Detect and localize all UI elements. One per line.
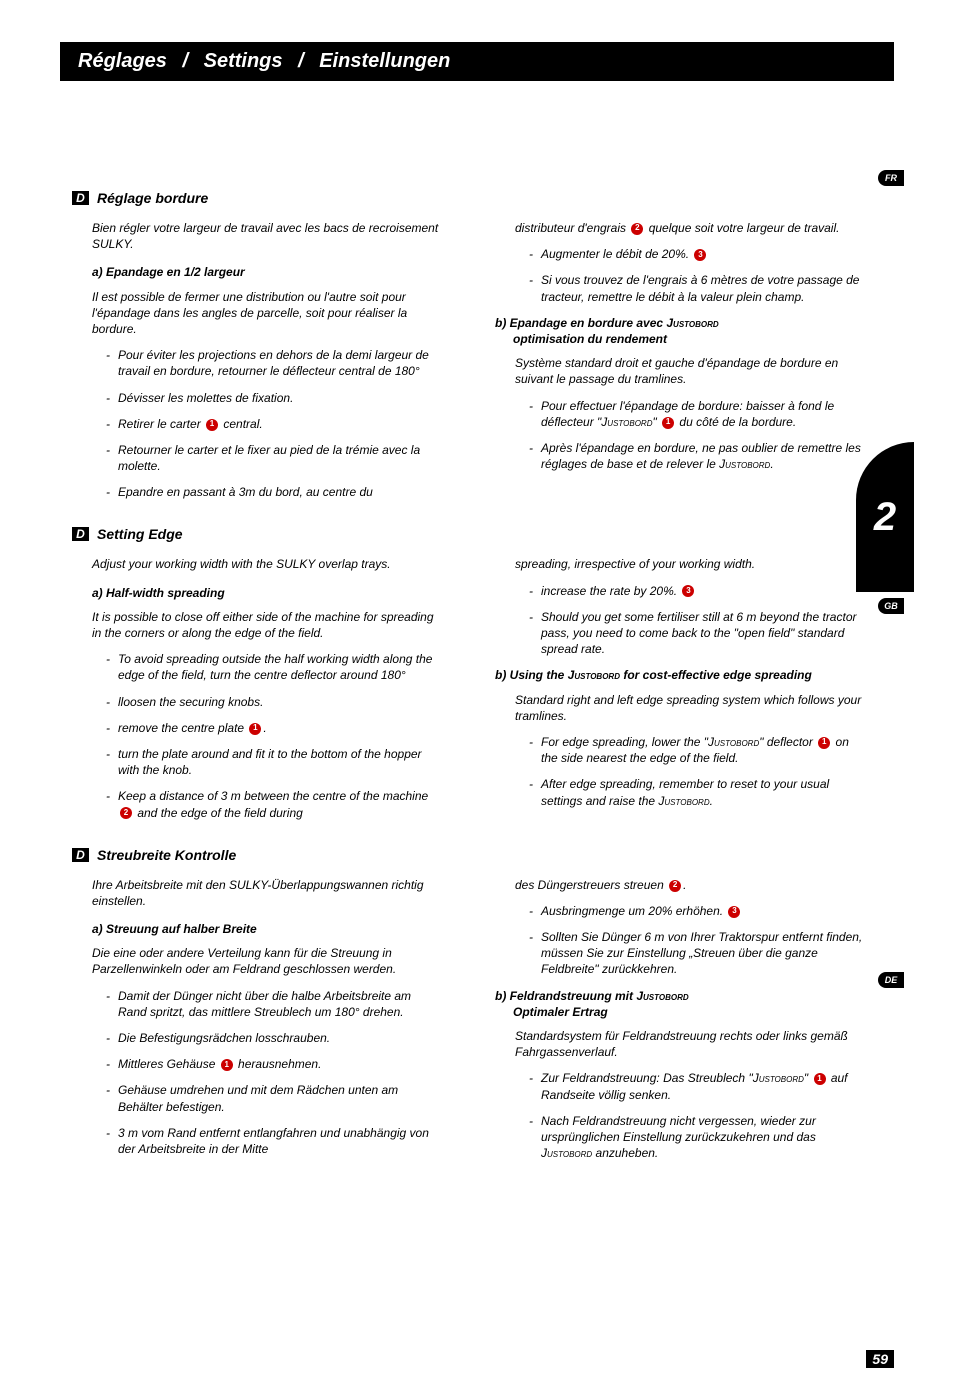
de-left: Ihre Arbeitsbreite mit den SULKY-Überlap… (72, 871, 441, 1172)
fr-a-para: Il est possible de fermer une distributi… (92, 289, 441, 338)
circled-2: 2 (631, 223, 643, 235)
gb-b-para: Standard right and left edge spreading s… (515, 692, 864, 724)
section-gb: D Setting Edge Adjust your working width… (72, 526, 864, 830)
gb-a-4: turn the plate around and fit it to the … (106, 746, 441, 778)
gb-a-head: a) Half-width spreading (92, 585, 441, 601)
de-a-1: Damit der Dünger nicht über die halbe Ar… (106, 988, 441, 1020)
d-icon-gb: D (72, 527, 89, 541)
gb-a-para: It is possible to close off either side … (92, 609, 441, 641)
circled-2b: 2 (120, 807, 132, 819)
circled-1d: 1 (818, 737, 830, 749)
fr-r1-1: Augmenter le débit de 20%. 3 (529, 246, 864, 262)
header-slash-1: / (183, 50, 189, 72)
fr-right: distributeur d'engrais 2 quelque soit vo… (495, 214, 864, 510)
gb-intro: Adjust your working width with the SULKY… (92, 556, 441, 572)
gb-a-5: Keep a distance of 3 m between the centr… (106, 788, 441, 820)
chapter-number: 2 (874, 495, 896, 540)
gb-a-3: remove the centre plate 1. (106, 720, 441, 736)
de-a-4: Gehäuse umdrehen und mit dem Rädchen unt… (106, 1082, 441, 1114)
fr-r1-2: Si vous trouvez de l'engrais à 6 mètres … (529, 272, 864, 304)
fr-a-2: Dévisser les molettes de fixation. (106, 390, 441, 406)
gb-b-2: After edge spreading, remember to reset … (529, 776, 864, 808)
header-t2: Settings (204, 50, 283, 72)
gb-a-1: To avoid spreading outside the half work… (106, 651, 441, 683)
fr-intro: Bien régler votre largeur de travail ave… (92, 220, 441, 252)
fr-left: Bien régler votre largeur de travail ave… (72, 214, 441, 510)
d-icon-fr: D (72, 191, 89, 205)
fr-b-para: Système standard droit et gauche d'épand… (515, 355, 864, 387)
tab-fr: FR (878, 170, 904, 186)
title-de: Streubreite Kontrolle (97, 847, 236, 863)
title-gb: Setting Edge (97, 526, 183, 542)
fr-a-1: Pour éviter les projections en dehors de… (106, 347, 441, 379)
tab-de: DE (878, 972, 904, 988)
gb-r-cont: spreading, irrespective of your working … (515, 556, 864, 572)
circled-2c: 2 (669, 880, 681, 892)
tab-gb: GB (878, 598, 904, 614)
de-a-head: a) Streuung auf halber Breite (92, 921, 441, 937)
gb-right: spreading, irrespective of your working … (495, 550, 864, 830)
fr-a-4: Retourner le carter et le fixer au pied … (106, 442, 441, 474)
de-right: des Düngerstreuers streuen 2. Ausbringme… (495, 871, 864, 1172)
page-number: 59 (866, 1350, 894, 1368)
de-b-head: b) Feldrandstreuung mit JustobordOptimal… (495, 988, 864, 1020)
gb-b-1: For edge spreading, lower the "Justobord… (529, 734, 864, 766)
header-slash-2: / (298, 50, 304, 72)
gb-a-2: lloosen the securing knobs. (106, 694, 441, 710)
circled-1c: 1 (249, 723, 261, 735)
header-bar: Réglages / Settings / Einstellungen (60, 42, 894, 81)
de-intro: Ihre Arbeitsbreite mit den SULKY-Überlap… (92, 877, 441, 909)
section-de: D Streubreite Kontrolle Ihre Arbeitsbrei… (72, 847, 864, 1172)
circled-1f: 1 (814, 1073, 826, 1085)
circled-1e: 1 (221, 1059, 233, 1071)
gb-r1-1: increase the rate by 20%. 3 (529, 583, 864, 599)
de-b-2: Nach Feldrandstreuung nicht vergessen, w… (529, 1113, 864, 1162)
de-a-5: 3 m vom Rand entfernt entlangfahren und … (106, 1125, 441, 1157)
fr-b-2: Après l'épandage en bordure, ne pas oubl… (529, 440, 864, 472)
circled-3c: 3 (728, 906, 740, 918)
circled-3b: 3 (682, 585, 694, 597)
circled-1b: 1 (662, 417, 674, 429)
gb-left: Adjust your working width with the SULKY… (72, 550, 441, 830)
header-t3: Einstellungen (319, 50, 450, 72)
de-r1-2: Sollten Sie Dünger 6 m von Ihrer Traktor… (529, 929, 864, 978)
gb-r1-2: Should you get some fertiliser still at … (529, 609, 864, 658)
fr-b-head: b) Epandage en bordure avec Justobordopt… (495, 315, 864, 347)
fr-b-1: Pour effectuer l'épandage de bordure: ba… (529, 398, 864, 430)
de-a-2: Die Befestigungsrädchen losschrauben. (106, 1030, 441, 1046)
de-b-1: Zur Feldrandstreuung: Das Streublech "Ju… (529, 1070, 864, 1102)
fr-a-3: Retirer le carter 1 central. (106, 416, 441, 432)
fr-a-5: Epandre en passant à 3m du bord, au cent… (106, 484, 441, 500)
header-t1: Réglages (78, 50, 167, 72)
title-fr: Réglage bordure (97, 190, 208, 206)
de-a-3: Mittleres Gehäuse 1 herausnehmen. (106, 1056, 441, 1072)
fr-r-cont: distributeur d'engrais 2 quelque soit vo… (515, 220, 864, 236)
circled-1: 1 (206, 419, 218, 431)
page-content: D Réglage bordure Bien régler votre larg… (72, 190, 864, 1362)
gb-b-head: b) Using the Justobord for cost-effectiv… (495, 667, 864, 683)
de-r-cont: des Düngerstreuers streuen 2. (515, 877, 864, 893)
section-fr: D Réglage bordure Bien régler votre larg… (72, 190, 864, 510)
de-a-para: Die eine oder andere Verteilung kann für… (92, 945, 441, 977)
fr-a-head: a) Epandage en 1/2 largeur (92, 264, 441, 280)
circled-3: 3 (694, 249, 706, 261)
chapter-tab: 2 (856, 442, 914, 592)
de-r1-1: Ausbringmenge um 20% erhöhen. 3 (529, 903, 864, 919)
d-icon-de: D (72, 848, 89, 862)
de-b-para: Standardsystem für Feldrandstreuung rech… (515, 1028, 864, 1060)
